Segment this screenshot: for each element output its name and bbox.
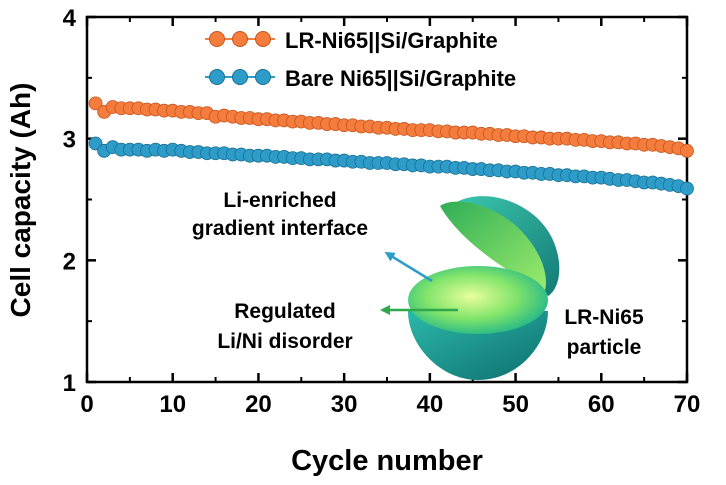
particle-core bbox=[408, 266, 548, 334]
legend-marker-lr-1 bbox=[209, 31, 225, 47]
x-tick-label-60: 60 bbox=[588, 391, 615, 418]
point-bare-70 bbox=[680, 181, 694, 196]
x-tick-label-0: 0 bbox=[80, 391, 93, 418]
y-tick-label-3: 3 bbox=[63, 127, 76, 154]
x-tick-label-10: 10 bbox=[159, 391, 186, 418]
legend-item-bare: Bare Ni65||Si/Graphite bbox=[205, 66, 516, 91]
y-tick-label-1: 1 bbox=[63, 370, 76, 397]
x-tick-label-20: 20 bbox=[245, 391, 272, 418]
particle-illustration bbox=[408, 196, 560, 380]
disorder-label-line-2: Li/Ni disorder bbox=[217, 330, 352, 353]
axis-ticks bbox=[85, 15, 689, 384]
x-tick-label-50: 50 bbox=[502, 391, 529, 418]
x-tick-label-40: 40 bbox=[417, 391, 444, 418]
x-axis-title: Cycle number bbox=[291, 445, 483, 477]
legend-marker-bare-2 bbox=[232, 69, 248, 85]
legend-marker-bare-1 bbox=[209, 69, 225, 85]
particle-label-line-1: LR-Ni65 bbox=[564, 306, 644, 329]
interface-arrow bbox=[384, 251, 433, 283]
y-tick-label-4: 4 bbox=[63, 5, 77, 32]
legend-marker-bare-3 bbox=[255, 69, 271, 85]
particle-label-line-2: particle bbox=[567, 336, 642, 359]
series-lr bbox=[88, 96, 694, 158]
interface-label-line-1: Li-enriched bbox=[223, 189, 336, 212]
y-tick-label-2: 2 bbox=[63, 248, 76, 275]
series-layer bbox=[88, 96, 694, 196]
disorder-label-line-1: Regulated bbox=[234, 300, 336, 323]
interface-label-line-2: gradient interface bbox=[192, 217, 368, 240]
legend-marker-lr-2 bbox=[232, 31, 248, 47]
legend-item-lr: LR-Ni65||Si/Graphite bbox=[205, 28, 498, 53]
axis-tick-labels: 0 10 20 30 40 50 60 70 1 2 3 4 bbox=[63, 5, 701, 418]
legend-marker-lr-3 bbox=[255, 31, 271, 47]
legend: LR-Ni65||Si/Graphite Bare Ni65||Si/Graph… bbox=[205, 28, 516, 91]
point-lr-1 bbox=[88, 96, 103, 111]
x-tick-label-30: 30 bbox=[331, 391, 358, 418]
legend-label-lr: LR-Ni65||Si/Graphite bbox=[285, 28, 498, 53]
x-tick-label-70: 70 bbox=[674, 391, 701, 418]
legend-label-bare: Bare Ni65||Si/Graphite bbox=[285, 66, 516, 91]
particle-cap-inner bbox=[440, 201, 546, 290]
point-lr-70 bbox=[680, 143, 694, 158]
y-axis-title: Cell capacity (Ah) bbox=[5, 83, 36, 318]
series-bare bbox=[88, 136, 694, 196]
